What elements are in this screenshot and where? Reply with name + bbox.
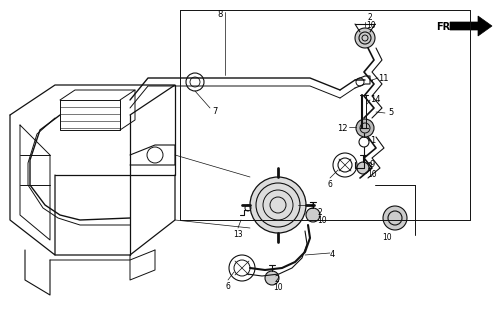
Text: 6: 6 (328, 180, 333, 189)
Circle shape (357, 162, 369, 174)
Text: 5: 5 (388, 108, 393, 117)
Text: 2: 2 (275, 275, 280, 284)
Text: 4: 4 (330, 250, 335, 259)
Text: 8: 8 (217, 10, 223, 19)
Text: 11: 11 (378, 74, 389, 83)
Text: 10: 10 (366, 21, 375, 30)
Circle shape (356, 119, 374, 137)
Circle shape (355, 28, 375, 48)
Text: 12: 12 (338, 124, 348, 133)
Text: 3: 3 (308, 202, 313, 211)
Text: 7: 7 (212, 107, 217, 116)
Text: 10: 10 (273, 283, 283, 292)
Circle shape (306, 208, 320, 222)
Text: 10: 10 (382, 233, 392, 242)
Text: 2: 2 (318, 208, 323, 217)
Text: 10: 10 (317, 216, 327, 225)
Circle shape (265, 271, 279, 285)
Polygon shape (450, 16, 492, 36)
Circle shape (250, 177, 306, 233)
Text: 9: 9 (370, 160, 375, 169)
Text: FR.: FR. (436, 22, 454, 32)
Text: 2: 2 (368, 162, 373, 171)
Circle shape (383, 206, 407, 230)
Text: 10: 10 (367, 170, 376, 179)
Text: 1: 1 (370, 136, 375, 145)
Text: 13: 13 (233, 230, 243, 239)
Text: 14: 14 (370, 95, 381, 104)
Text: 6: 6 (226, 282, 230, 291)
Text: 2: 2 (368, 13, 373, 22)
